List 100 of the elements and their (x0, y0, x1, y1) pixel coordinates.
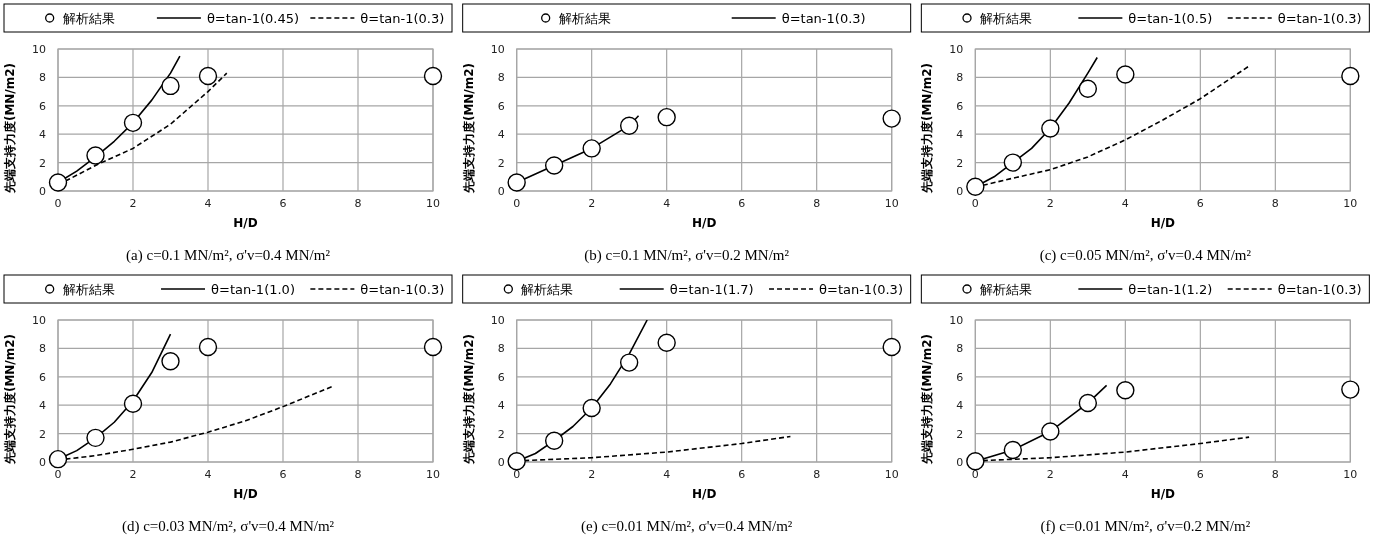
point (86, 146, 105, 165)
point (619, 116, 639, 135)
y-tick-label: 0 (497, 185, 505, 198)
y-tick-label: 2 (39, 156, 46, 170)
point (48, 173, 68, 192)
x-tick-label: 4 (1121, 468, 1129, 481)
y-axis-title: 先端支持力度(MN/m2) (3, 333, 17, 466)
x-tick-label: 10 (884, 197, 899, 210)
text: (f) c=0.01 MN/m², σ'v=0.2 MN/m² (1040, 518, 1251, 535)
point (507, 452, 526, 471)
y-tick-label: 4 (956, 399, 964, 413)
legend-label: θ=tan-1(1.7) (669, 282, 754, 297)
legend-label: θ=tan-1(0.5) (1128, 11, 1213, 26)
legend-label: θ=tan-1(1.2) (1128, 282, 1213, 297)
point (544, 431, 564, 450)
point (882, 337, 901, 357)
point (882, 109, 901, 128)
point (1003, 153, 1023, 172)
point (198, 337, 218, 357)
x-tick-label: 8 (1271, 197, 1279, 210)
y-tick-label: 8 (497, 71, 505, 85)
x-tick-label: 0 (54, 468, 62, 481)
y-tick-label: 0 (39, 456, 46, 469)
y-tick-label: 2 (497, 156, 505, 170)
x-tick-label: 6 (279, 468, 287, 481)
y-axis-title: 先端支持力度(MN/m2) (461, 62, 476, 195)
y-tick-label: 2 (956, 427, 964, 441)
y-tick-label: 6 (956, 370, 964, 384)
point (1041, 119, 1060, 138)
y-axis-title: 先端支持力度(MN/m2) (920, 62, 935, 195)
point (1116, 65, 1135, 84)
y-tick-label: 4 (39, 399, 46, 413)
point (123, 394, 143, 413)
x-tick-label: 2 (1046, 197, 1054, 210)
y-tick-label: 10 (490, 43, 505, 56)
x-tick-label: 10 (426, 197, 440, 210)
point (423, 66, 443, 86)
x-tick-label: 0 (971, 468, 979, 481)
x-axis-title: H/D (691, 216, 717, 230)
x-tick-label: 0 (513, 468, 521, 481)
x-tick-label: 8 (1271, 468, 1279, 481)
legend-label: θ=tan-1(0.3) (1277, 11, 1362, 26)
x-tick-label: 10 (884, 468, 899, 481)
legend-label: θ=tan-1(0.3) (1277, 282, 1362, 297)
x-tick-label: 8 (354, 197, 362, 210)
text: (d) c=0.03 MN/m², σ'v=0.4 MN/m² (121, 518, 335, 535)
y-tick-label: 2 (497, 427, 505, 441)
x-tick-label: 6 (738, 197, 746, 210)
text: (c) c=0.05 MN/m², σ'v=0.4 MN/m² (1039, 247, 1252, 264)
x-axis-title: H/D (691, 487, 717, 501)
y-tick-label: 10 (949, 314, 964, 327)
y-axis-title: 先端支持力度(MN/m2) (461, 333, 476, 466)
x-tick-label: 6 (1196, 197, 1204, 210)
x-tick-label: 0 (54, 197, 62, 210)
legend-label: θ=tan-1(0.3) (360, 282, 445, 297)
legend-label: θ=tan-1(0.3) (781, 11, 866, 26)
y-tick-label: 8 (39, 71, 46, 85)
y-tick-label: 4 (956, 128, 964, 142)
x-axis-title: H/D (233, 216, 258, 230)
point (1116, 381, 1135, 400)
legend-label: θ=tan-1(0.3) (819, 282, 903, 297)
point (544, 156, 564, 175)
legend-label: θ=tan-1(0.3) (360, 11, 445, 26)
point (966, 177, 985, 196)
y-axis-title: 先端支持力度(MN/m2) (3, 62, 17, 195)
point (161, 76, 180, 96)
x-tick-label: 6 (279, 197, 287, 210)
legend-label: θ=tan-1(1.0) (211, 282, 295, 297)
text: (a) c=0.1 MN/m², σ'v=0.4 MN/m² (126, 247, 331, 264)
x-axis-title: H/D (233, 487, 258, 501)
y-tick-label: 6 (497, 99, 505, 113)
y-tick-label: 4 (497, 128, 505, 142)
x-tick-label: 4 (663, 197, 671, 210)
y-tick-label: 0 (497, 456, 505, 469)
y-tick-label: 8 (39, 342, 46, 356)
x-tick-label: 2 (129, 197, 137, 210)
point (1341, 66, 1360, 86)
x-tick-label: 6 (1196, 468, 1204, 481)
y-tick-label: 10 (490, 314, 505, 327)
y-tick-label: 4 (39, 128, 46, 142)
point (657, 107, 676, 127)
y-tick-label: 0 (39, 185, 46, 198)
point (198, 66, 218, 86)
x-tick-label: 8 (813, 468, 821, 481)
point (1078, 393, 1098, 413)
y-tick-label: 0 (956, 185, 964, 198)
legend-label: 解析結果 (980, 282, 1033, 297)
x-tick-label: 2 (588, 197, 596, 210)
point (619, 353, 639, 372)
y-tick-label: 8 (956, 71, 964, 85)
y-tick-label: 6 (497, 370, 505, 384)
y-tick-label: 6 (39, 370, 46, 384)
y-tick-label: 2 (956, 156, 964, 170)
y-tick-label: 4 (497, 399, 505, 413)
y-tick-label: 10 (949, 43, 964, 56)
x-tick-label: 4 (663, 468, 671, 481)
legend-label: 解析結果 (521, 282, 574, 297)
y-tick-label: 2 (39, 427, 46, 441)
point (1003, 440, 1023, 460)
x-tick-label: 0 (513, 197, 521, 210)
